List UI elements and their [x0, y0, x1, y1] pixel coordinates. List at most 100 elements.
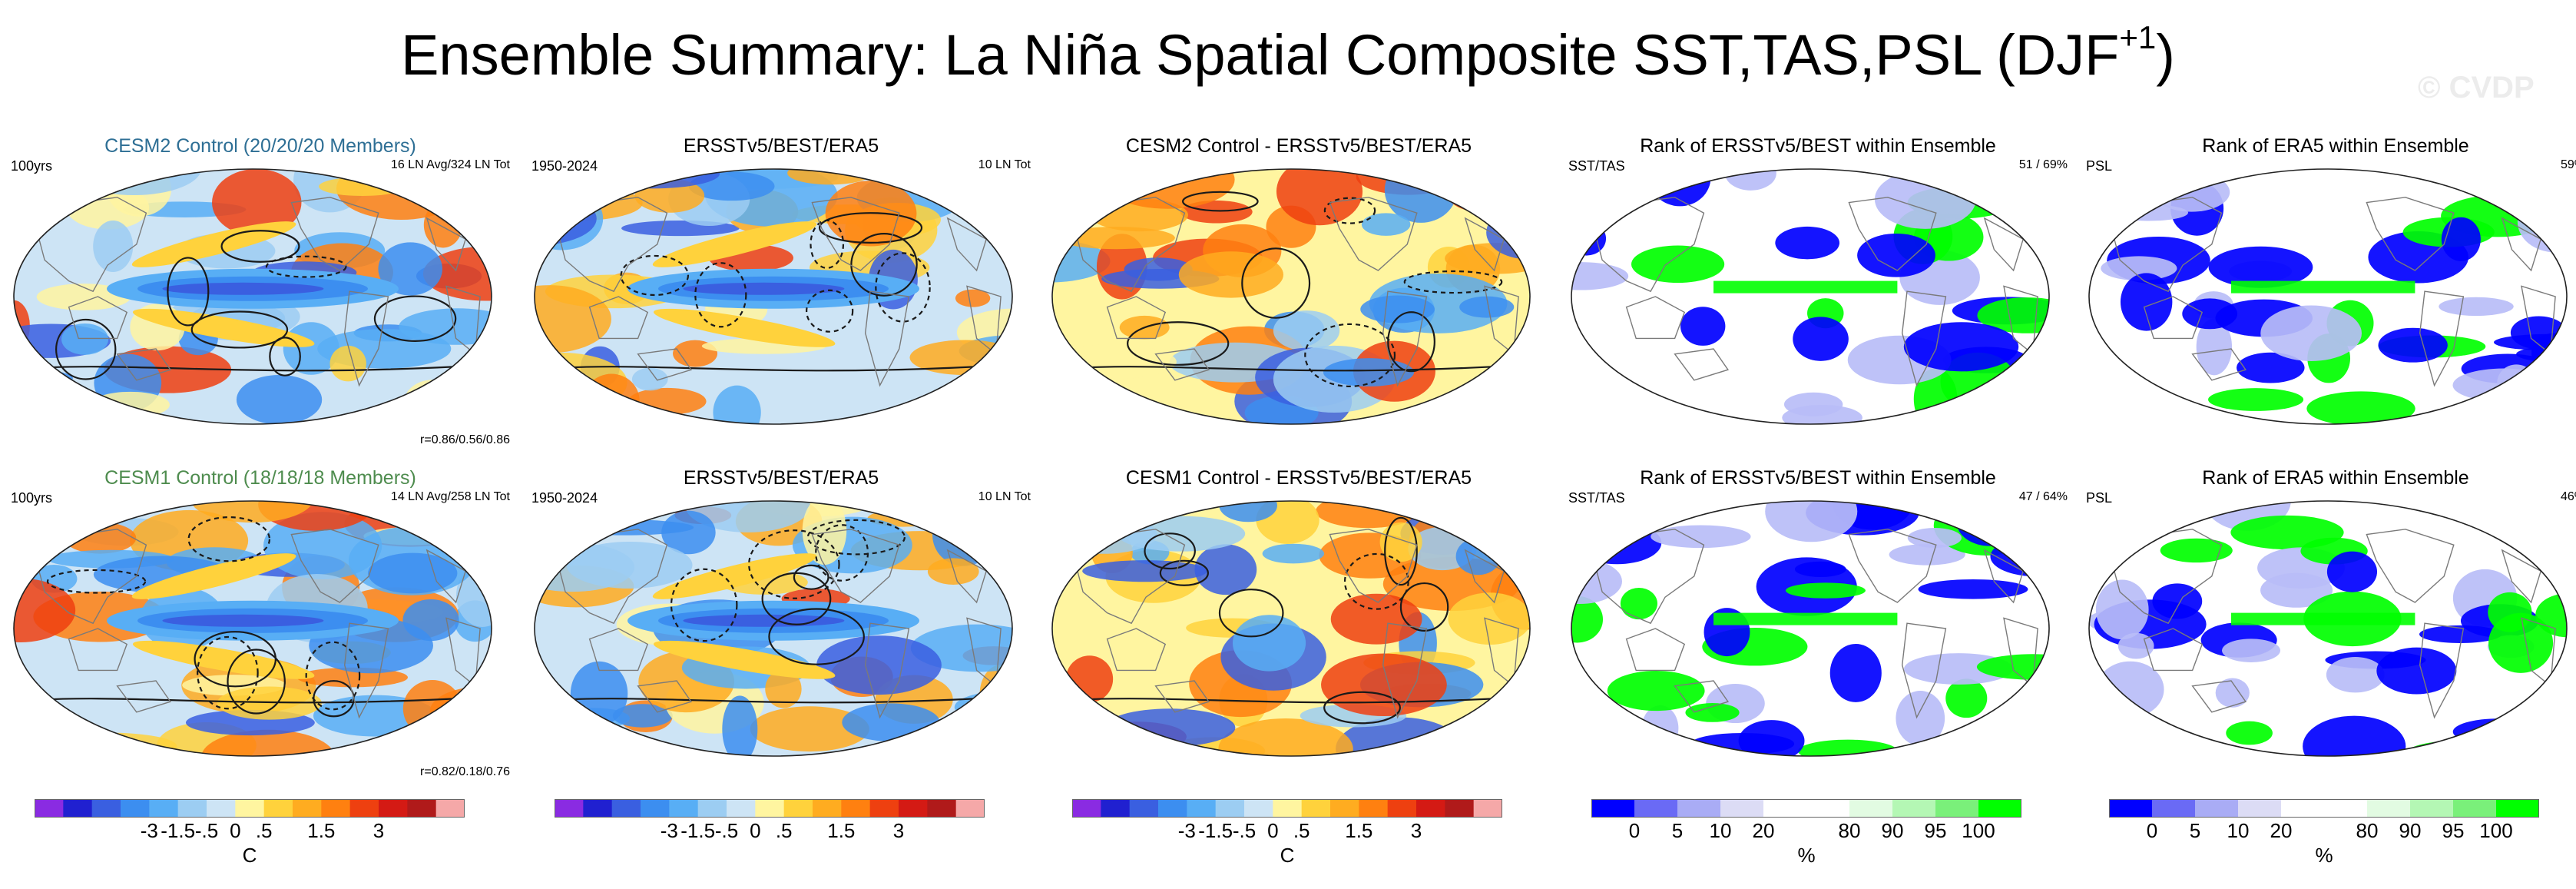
colorbar-tick-label: 20	[1753, 819, 1775, 842]
colorbar-swatch	[1273, 799, 1303, 818]
colorbar-tick-label: 10	[2227, 819, 2250, 842]
colorbar-swatch	[321, 799, 351, 818]
colorbar-tick-label: 100	[2479, 819, 2512, 842]
colorbar-swatch	[1935, 799, 1979, 818]
map-panel: Rank of ERSSTv5/BEST within Ensemble SST/…	[1568, 467, 2068, 790]
cvdp-watermark: © CVDP	[2418, 71, 2535, 104]
colorbar-tick-label: 90	[1882, 819, 1904, 842]
colorbar-swatch	[1359, 799, 1389, 818]
anomaly-map	[1051, 500, 1531, 757]
colorbar-swatch	[2496, 799, 2539, 818]
colorbar-swatch	[1849, 799, 1893, 818]
colorbar: 0 5 10 20 80 90 95 100%	[2109, 799, 2539, 868]
colorbar-swatch	[35, 799, 64, 818]
colorbar-swatch	[899, 799, 928, 818]
colorbar-tick-label: 5	[2190, 819, 2200, 842]
colorbar-swatch	[697, 799, 727, 818]
panel-title: ERSSTv5/BEST/ERA5	[683, 467, 879, 489]
colorbar-swatch	[1445, 799, 1475, 818]
colorbar: -3 -1.5 -.5 0 .5 1.5 3	[555, 799, 985, 868]
colorbar-swatch	[2109, 799, 2153, 818]
colorbar-swatch	[1101, 799, 1131, 818]
colorbar-swatch	[1720, 799, 1764, 818]
colorbar-swatch	[263, 799, 293, 818]
rank-map	[2088, 168, 2568, 425]
pattern-correlation-label: r=0.86/0.56/0.86	[420, 433, 510, 446]
colorbar-swatch	[2195, 799, 2239, 818]
map-panel: Rank of ERA5 within Ensemble PSL 46%	[2086, 467, 2576, 790]
map-panel: ERSSTv5/BEST/ERA5 1950-2024 10 LN Tot	[531, 467, 1031, 790]
colorbar-tick-label: 0	[750, 819, 760, 842]
colorbar-tick-label: 1.5	[307, 819, 335, 842]
panel-left-label: 1950-2024	[531, 158, 598, 174]
panel-left-label: PSL	[2086, 490, 2113, 506]
colorbar-swatch	[1978, 799, 2021, 818]
map-panel: CESM2 Control (20/20/20 Members) 100yrs 16…	[11, 135, 510, 458]
colorbar-tick-label: -1.5	[161, 819, 195, 842]
colorbar-tick-label: 20	[2270, 819, 2293, 842]
figure-title-text: Ensemble Summary: La Niña Spatial Compos…	[401, 23, 2120, 87]
colorbar-tick-label: .5	[256, 819, 273, 842]
panel-right-label: 16 LN Avg/324 LN Tot	[390, 158, 510, 171]
colorbar-tick-label: 3	[893, 819, 904, 842]
colorbar-swatch	[407, 799, 437, 818]
panel-right-label: 14 LN Avg/258 LN Tot	[390, 490, 510, 503]
colorbar-tick-label: -.5	[195, 819, 218, 842]
colorbar-swatch	[2453, 799, 2497, 818]
colorbar-swatch	[927, 799, 957, 818]
colorbar-swatch	[555, 799, 584, 818]
colorbar-tick-label: 80	[1839, 819, 1861, 842]
panel-right-label: 10 LN Tot	[978, 490, 1031, 503]
colorbar-swatch	[1129, 799, 1159, 818]
colorbar-swatch	[1387, 799, 1417, 818]
colorbar-swatch	[1892, 799, 1936, 818]
figure-title-suffix: )	[2156, 23, 2175, 87]
colorbar-tick-label: 3	[1411, 819, 1422, 842]
colorbar-swatch	[783, 799, 813, 818]
anomaly-map	[1051, 168, 1531, 425]
panel-left-label: 100yrs	[11, 490, 53, 506]
colorbar-swatch	[1634, 799, 1678, 818]
colorbar-swatch	[583, 799, 613, 818]
colorbar-swatch	[63, 799, 93, 818]
panel-right-label: 59%	[2560, 158, 2576, 171]
colorbar-unit: %	[2315, 844, 2333, 867]
colorbar-swatch	[349, 799, 379, 818]
colorbar-tick-label: 0	[1629, 819, 1640, 842]
panel-title: ERSSTv5/BEST/ERA5	[683, 135, 879, 157]
rank-map	[2088, 500, 2568, 757]
rank-map	[1571, 168, 2050, 425]
colorbar-tick-label: 1.5	[827, 819, 855, 842]
panel-title: CESM1 Control - ERSSTv5/BEST/ERA5	[1125, 467, 1472, 489]
colorbar-tick-label: -3	[661, 819, 678, 842]
panel-title: CESM2 Control - ERSSTv5/BEST/ERA5	[1125, 135, 1472, 157]
figure-title: Ensemble Summary: La Niña Spatial Compos…	[0, 22, 2576, 84]
colorbar-tick-label: .5	[776, 819, 793, 842]
colorbar-tick-label: -.5	[715, 819, 738, 842]
colorbar-swatch	[2367, 799, 2411, 818]
colorbar-tick-label: -3	[141, 819, 158, 842]
colorbar-swatch	[1215, 799, 1245, 818]
anomaly-map	[13, 500, 492, 757]
colorbar-unit: C	[242, 844, 257, 867]
colorbar-tick-label: 3	[373, 819, 384, 842]
colorbar-swatch	[813, 799, 842, 818]
colorbar-swatch	[435, 799, 465, 818]
panel-left-label: SST/TAS	[1568, 490, 1625, 506]
colorbar-tick-label: 100	[1962, 819, 1995, 842]
colorbar-unit: C	[1280, 844, 1295, 867]
colorbar-tick-label: -3	[1178, 819, 1196, 842]
colorbar-swatch	[379, 799, 408, 818]
colorbar: -3 -1.5 -.5 0 .5 1.5 3 C	[1072, 799, 1502, 868]
colorbar-tick-label: 0	[2147, 819, 2157, 842]
colorbar-tick-label: 95	[2442, 819, 2465, 842]
colorbar-tick-label: 5	[1672, 819, 1683, 842]
colorbar-swatch	[1301, 799, 1331, 818]
colorbar-swatch	[1158, 799, 1187, 818]
panel-right-label: 10 LN Tot	[978, 158, 1031, 171]
colorbar-swatch	[91, 799, 121, 818]
map-panel: ERSSTv5/BEST/ERA5 1950-2024 10 LN Tot	[531, 135, 1031, 458]
colorbar: -3 -1.5 -.5 0 .5 1.5 3 C	[35, 799, 465, 868]
panel-title: Rank of ERSSTv5/BEST within Ensemble	[1640, 135, 1996, 157]
map-panel: CESM2 Control - ERSSTv5/BEST/ERA5	[1049, 135, 1548, 458]
